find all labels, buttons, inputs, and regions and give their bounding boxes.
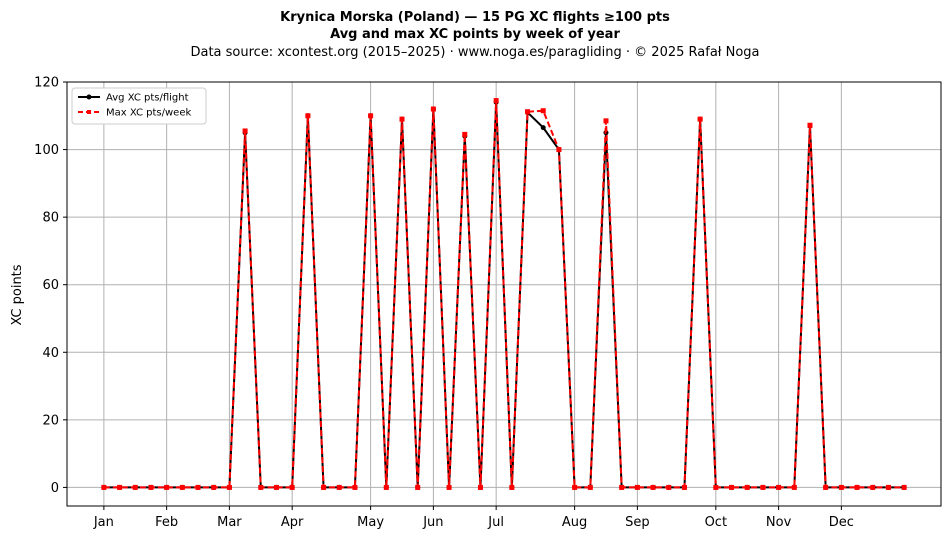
y-tick-label: 20	[42, 413, 59, 428]
legend-label-avg: Avg XC pts/flight	[106, 93, 189, 104]
data-point-max	[446, 484, 452, 490]
data-point-max	[383, 484, 389, 490]
data-point-max	[258, 484, 264, 490]
data-point-max	[211, 484, 217, 490]
x-tick-label: Jul	[487, 515, 504, 530]
series-line-max	[103, 99, 905, 489]
data-point-max	[760, 484, 766, 490]
data-point-max	[179, 484, 185, 490]
data-point-max	[823, 484, 829, 490]
x-tick-label: Mar	[217, 515, 242, 530]
data-point-max	[509, 484, 515, 490]
y-tick-label: 100	[34, 143, 59, 158]
data-point-max	[697, 116, 703, 122]
series-line-avg	[103, 101, 905, 489]
data-point-max	[634, 484, 640, 490]
chart-subtitle: Avg and max XC points by week of year	[330, 27, 620, 42]
plot-frame	[66, 81, 942, 507]
y-tick-label: 60	[42, 278, 59, 293]
data-point-max	[305, 113, 311, 119]
data-point-max	[791, 484, 797, 490]
data-point-max	[901, 484, 907, 490]
legend-box	[71, 87, 207, 125]
data-point-max	[148, 484, 154, 490]
data-point-max	[430, 106, 436, 112]
data-point-max	[132, 484, 138, 490]
chart-title: Krynica Morska (Poland) — 15 PG XC fligh…	[280, 10, 670, 25]
data-point-max	[729, 484, 735, 490]
axes: 0 20 40 60 80 100 120 Jan Feb Mar Apr May Jun Jul Aug S…	[34, 76, 854, 531]
data-point-max	[666, 484, 672, 490]
x-tick-label: May	[357, 515, 384, 530]
x-tick-label: Jun	[422, 515, 443, 530]
legend-label-max: Max XC pts/week	[106, 108, 191, 119]
data-point-max	[399, 116, 405, 122]
data-point-max	[870, 484, 876, 490]
x-tick-label: Dec	[829, 515, 854, 530]
y-tick-label: 0	[51, 481, 59, 496]
data-point-max	[885, 484, 891, 490]
y-tick-label: 80	[42, 211, 59, 226]
data-point-max	[352, 484, 358, 490]
data-point-max	[587, 484, 593, 490]
data-point-max	[226, 484, 232, 490]
y-tick-label: 120	[34, 76, 59, 91]
legend: Avg XC pts/flight Max XC pts/week	[71, 87, 207, 125]
grid	[67, 81, 941, 506]
data-point-max	[525, 109, 531, 115]
data-point-max	[117, 484, 123, 490]
y-tick-label: 40	[42, 346, 59, 361]
data-point-avg	[540, 125, 546, 131]
x-tick-label: Jan	[93, 515, 114, 530]
data-point-max	[164, 484, 170, 490]
data-point-max	[854, 484, 860, 490]
data-point-max	[556, 147, 562, 153]
data-point-max	[603, 118, 609, 124]
data-point-max	[273, 484, 279, 490]
data-point-max	[289, 484, 295, 490]
data-point-max	[776, 484, 782, 490]
data-point-max	[462, 131, 468, 137]
data-point-max	[477, 484, 483, 490]
data-point-max	[619, 484, 625, 490]
legend-marker-max	[87, 110, 91, 114]
data-point-max	[368, 113, 374, 119]
data-point-max	[242, 128, 248, 134]
data-point-max	[493, 98, 499, 104]
x-tick-label: Sep	[625, 515, 650, 530]
data-point-max	[838, 484, 844, 490]
data-point-max	[321, 484, 327, 490]
data-point-max	[650, 484, 656, 490]
legend-marker-avg	[86, 94, 92, 100]
series-layer	[101, 98, 907, 490]
data-point-max	[681, 484, 687, 490]
data-point-max	[101, 484, 107, 490]
y-axis-label: XC points	[10, 264, 25, 325]
x-tick-label: Nov	[766, 515, 792, 530]
data-point-max	[415, 484, 421, 490]
data-point-max	[744, 484, 750, 490]
x-tick-label: Feb	[155, 515, 178, 530]
x-tick-label: Aug	[562, 515, 587, 530]
data-point-max	[807, 122, 813, 128]
x-tick-label: Apr	[281, 515, 304, 530]
data-point-max	[572, 484, 578, 490]
data-point-max	[195, 484, 201, 490]
chart-source: Data source: xcontest.org (2015–2025) · …	[190, 45, 759, 60]
x-tick-label: Oct	[705, 515, 727, 530]
data-point-max	[713, 484, 719, 490]
data-point-max	[540, 108, 546, 114]
data-point-max	[336, 484, 342, 490]
